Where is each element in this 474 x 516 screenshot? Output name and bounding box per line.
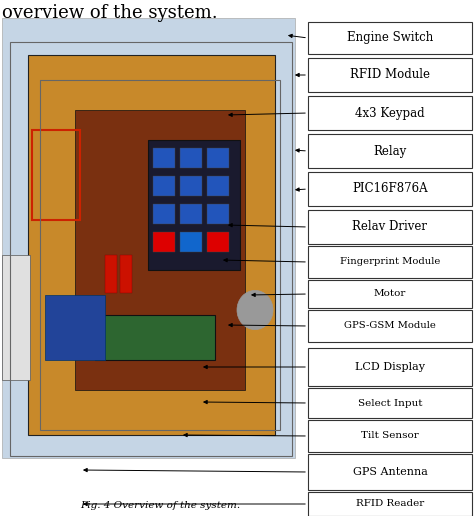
FancyBboxPatch shape xyxy=(180,232,202,252)
FancyBboxPatch shape xyxy=(308,58,472,92)
Text: GPS Antenna: GPS Antenna xyxy=(353,467,428,477)
FancyBboxPatch shape xyxy=(308,454,472,490)
FancyBboxPatch shape xyxy=(45,295,105,360)
FancyBboxPatch shape xyxy=(308,280,472,308)
FancyBboxPatch shape xyxy=(308,310,472,342)
Text: Motor: Motor xyxy=(374,289,406,298)
FancyBboxPatch shape xyxy=(2,18,295,458)
FancyBboxPatch shape xyxy=(153,176,175,196)
FancyBboxPatch shape xyxy=(207,204,229,224)
FancyBboxPatch shape xyxy=(148,140,240,270)
FancyBboxPatch shape xyxy=(308,210,472,244)
Text: Relav Driver: Relav Driver xyxy=(353,220,428,234)
FancyBboxPatch shape xyxy=(308,420,472,452)
FancyBboxPatch shape xyxy=(153,232,175,252)
Text: RFID Module: RFID Module xyxy=(350,69,430,82)
Text: overview of the system.: overview of the system. xyxy=(2,4,218,22)
FancyBboxPatch shape xyxy=(153,204,175,224)
FancyBboxPatch shape xyxy=(308,246,472,278)
Text: 4x3 Keypad: 4x3 Keypad xyxy=(355,106,425,120)
Text: Relay: Relay xyxy=(374,144,407,157)
FancyBboxPatch shape xyxy=(207,148,229,168)
FancyBboxPatch shape xyxy=(105,255,117,293)
Text: Fingerprint Module: Fingerprint Module xyxy=(340,257,440,266)
FancyBboxPatch shape xyxy=(180,204,202,224)
FancyBboxPatch shape xyxy=(180,176,202,196)
Text: GPS-GSM Module: GPS-GSM Module xyxy=(344,321,436,331)
FancyBboxPatch shape xyxy=(153,148,175,168)
Text: Engine Switch: Engine Switch xyxy=(347,31,433,44)
FancyBboxPatch shape xyxy=(28,55,275,435)
Text: RFID Reader: RFID Reader xyxy=(356,499,424,508)
FancyBboxPatch shape xyxy=(308,388,472,418)
Text: Tilt Sensor: Tilt Sensor xyxy=(361,431,419,441)
FancyBboxPatch shape xyxy=(120,255,132,293)
Text: Fig. 4 Overview of the system.: Fig. 4 Overview of the system. xyxy=(80,502,240,510)
FancyBboxPatch shape xyxy=(95,315,215,360)
FancyBboxPatch shape xyxy=(308,22,472,54)
FancyBboxPatch shape xyxy=(2,255,30,380)
Text: Select Input: Select Input xyxy=(358,398,422,408)
FancyBboxPatch shape xyxy=(207,232,229,252)
FancyBboxPatch shape xyxy=(75,110,245,390)
Text: PIC16F876A: PIC16F876A xyxy=(352,183,428,196)
Text: LCD Display: LCD Display xyxy=(355,362,425,372)
FancyBboxPatch shape xyxy=(308,172,472,206)
FancyBboxPatch shape xyxy=(180,148,202,168)
FancyBboxPatch shape xyxy=(308,134,472,168)
FancyBboxPatch shape xyxy=(308,348,472,386)
FancyBboxPatch shape xyxy=(207,176,229,196)
Circle shape xyxy=(237,291,273,330)
FancyBboxPatch shape xyxy=(308,492,472,516)
FancyBboxPatch shape xyxy=(308,96,472,130)
